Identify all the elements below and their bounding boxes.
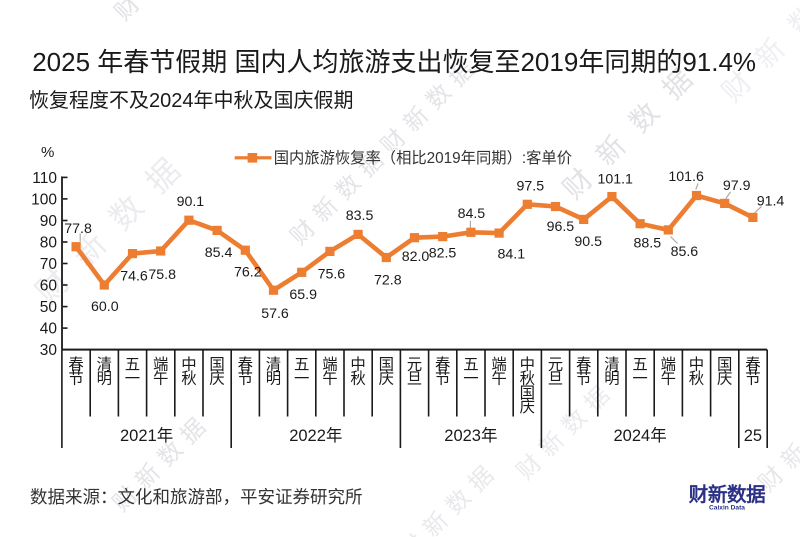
svg-text:秋: 秋 [520, 370, 535, 388]
svg-text:90: 90 [40, 213, 58, 230]
svg-text:春: 春 [576, 355, 591, 373]
svg-text:明: 明 [266, 371, 281, 388]
svg-text:77.8: 77.8 [64, 221, 92, 237]
svg-text:96.5: 96.5 [547, 219, 575, 235]
svg-text:中: 中 [689, 355, 704, 373]
svg-text:90.1: 90.1 [177, 194, 205, 210]
svg-text:101.1: 101.1 [597, 172, 633, 188]
svg-text:25: 25 [744, 427, 762, 445]
svg-text:明: 明 [97, 371, 112, 388]
svg-text:85.6: 85.6 [671, 244, 699, 260]
svg-text:春: 春 [435, 355, 450, 373]
svg-text:庆: 庆 [717, 370, 732, 388]
svg-text:秋: 秋 [350, 370, 365, 388]
svg-text:中: 中 [181, 355, 196, 373]
svg-text:101.6: 101.6 [668, 169, 704, 185]
svg-text:90.5: 90.5 [574, 234, 602, 250]
svg-text:88.5: 88.5 [633, 236, 661, 252]
svg-text:57.6: 57.6 [261, 306, 289, 322]
svg-text:午: 午 [491, 370, 506, 388]
svg-text:中: 中 [350, 355, 365, 373]
svg-text:83.5: 83.5 [346, 208, 374, 224]
svg-text:国: 国 [520, 385, 535, 402]
svg-text:数据来源：文化和旅游部，平安证券研究所: 数据来源：文化和旅游部，平安证券研究所 [30, 487, 363, 507]
svg-text:中: 中 [520, 355, 535, 373]
svg-text:65.9: 65.9 [289, 287, 317, 303]
svg-text:庆: 庆 [379, 370, 394, 388]
svg-text:82.0: 82.0 [402, 249, 430, 265]
svg-text:60.0: 60.0 [91, 299, 119, 315]
svg-text:60: 60 [40, 278, 58, 295]
svg-text:财新数据: 财新数据 [689, 483, 766, 506]
svg-text:一: 一 [294, 371, 309, 388]
svg-text:一: 一 [125, 371, 140, 388]
svg-text:秋: 秋 [689, 370, 704, 388]
svg-text:2022年: 2022年 [289, 426, 342, 445]
svg-text:节: 节 [238, 370, 253, 388]
svg-text:秋: 秋 [181, 370, 196, 388]
svg-text:85.4: 85.4 [205, 245, 233, 261]
svg-text:97.9: 97.9 [723, 178, 751, 194]
svg-text:84.1: 84.1 [497, 247, 525, 263]
svg-text:端: 端 [322, 355, 337, 373]
svg-text:100: 100 [31, 191, 57, 208]
svg-text:节: 节 [745, 370, 760, 388]
svg-text:五: 五 [125, 356, 140, 373]
svg-text:110: 110 [32, 170, 57, 187]
svg-text:2021年: 2021年 [120, 426, 173, 445]
svg-text:端: 端 [661, 355, 676, 373]
svg-text:明: 明 [604, 371, 619, 388]
svg-text:庆: 庆 [209, 370, 224, 388]
svg-text:97.5: 97.5 [516, 179, 544, 195]
svg-text:72.8: 72.8 [374, 273, 402, 289]
svg-text:国: 国 [717, 356, 732, 373]
svg-text:91.4: 91.4 [757, 194, 785, 210]
svg-text:国: 国 [379, 356, 394, 373]
svg-text:端: 端 [491, 355, 506, 373]
svg-text:节: 节 [68, 370, 83, 388]
svg-text:40: 40 [40, 321, 58, 338]
svg-text:2024年: 2024年 [613, 426, 666, 445]
svg-text:30: 30 [40, 342, 58, 359]
svg-text:春: 春 [745, 355, 760, 373]
svg-text:清: 清 [266, 355, 281, 373]
svg-text:2025 年春节假期 国内人均旅游支出恢复至2019年同期的: 2025 年春节假期 国内人均旅游支出恢复至2019年同期的91.4% [32, 47, 756, 77]
svg-text:节: 节 [576, 370, 591, 388]
svg-text:元: 元 [407, 356, 422, 373]
svg-text:旦: 旦 [548, 371, 563, 388]
svg-text:国内旅游恢复率（相比2019年同期）:客单价: 国内旅游恢复率（相比2019年同期）:客单价 [274, 150, 572, 167]
svg-text:恢复程度不及2024年中秋及国庆假期: 恢复程度不及2024年中秋及国庆假期 [29, 89, 354, 112]
svg-text:五: 五 [632, 356, 647, 373]
svg-text:74.6: 74.6 [120, 269, 148, 285]
svg-text:午: 午 [661, 370, 676, 388]
svg-text:清: 清 [604, 355, 619, 373]
svg-text:节: 节 [435, 370, 450, 388]
svg-text:76.2: 76.2 [234, 265, 262, 281]
svg-text:午: 午 [153, 370, 168, 388]
svg-text:春: 春 [68, 355, 83, 373]
svg-text:一: 一 [632, 371, 647, 388]
svg-text:五: 五 [294, 356, 309, 373]
svg-text:82.5: 82.5 [429, 246, 457, 262]
svg-text:80: 80 [40, 235, 58, 252]
svg-text:50: 50 [40, 299, 58, 316]
svg-text:一: 一 [463, 371, 478, 388]
svg-text:清: 清 [97, 355, 112, 373]
svg-text:庆: 庆 [520, 398, 535, 416]
svg-text:端: 端 [153, 355, 168, 373]
svg-text:国: 国 [209, 356, 224, 373]
svg-text:2023年: 2023年 [444, 426, 497, 445]
svg-text:75.8: 75.8 [148, 267, 176, 283]
svg-text:旦: 旦 [407, 371, 422, 388]
svg-text:午: 午 [322, 370, 337, 388]
svg-text:75.6: 75.6 [318, 266, 346, 282]
svg-text:元: 元 [548, 356, 563, 373]
svg-text:五: 五 [463, 356, 478, 373]
svg-text:84.5: 84.5 [458, 206, 486, 222]
svg-text:%: % [41, 144, 54, 161]
svg-text:Caixin Data: Caixin Data [709, 504, 745, 511]
svg-text:春: 春 [238, 355, 253, 373]
svg-text:70: 70 [40, 256, 58, 273]
